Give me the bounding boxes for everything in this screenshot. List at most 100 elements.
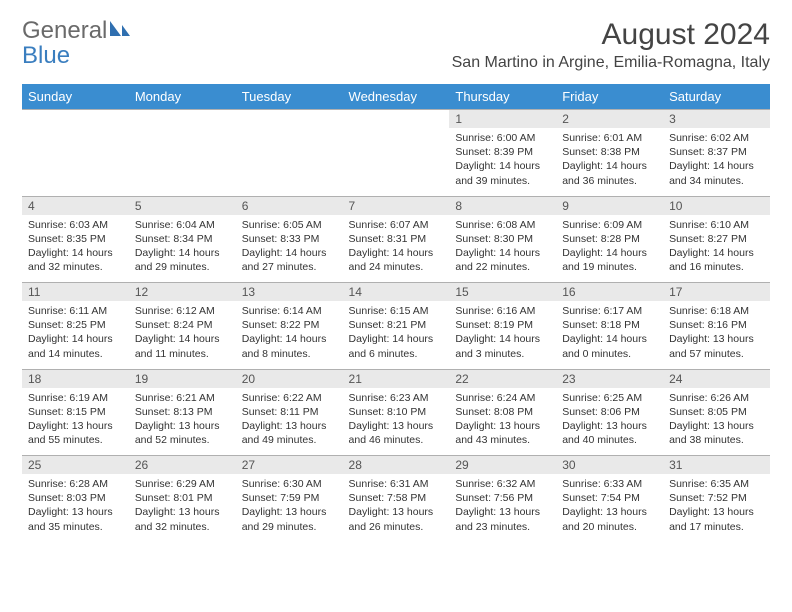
- day-number-cell: 28: [343, 456, 450, 475]
- day-content-cell: [129, 128, 236, 196]
- daylight-text: Daylight: 13 hours and 38 minutes.: [669, 419, 764, 447]
- weekday-header: Friday: [556, 84, 663, 110]
- sunset-text: Sunset: 8:31 PM: [349, 232, 444, 246]
- day-content-cell: Sunrise: 6:29 AMSunset: 8:01 PMDaylight:…: [129, 474, 236, 542]
- sunset-text: Sunset: 7:52 PM: [669, 491, 764, 505]
- daylight-text: Daylight: 13 hours and 43 minutes.: [455, 419, 550, 447]
- day-number-cell: 4: [22, 196, 129, 215]
- day-content-cell: Sunrise: 6:23 AMSunset: 8:10 PMDaylight:…: [343, 388, 450, 456]
- daylight-text: Daylight: 14 hours and 34 minutes.: [669, 159, 764, 187]
- day-content-cell: Sunrise: 6:04 AMSunset: 8:34 PMDaylight:…: [129, 215, 236, 283]
- sunset-text: Sunset: 8:37 PM: [669, 145, 764, 159]
- daylight-text: Daylight: 13 hours and 46 minutes.: [349, 419, 444, 447]
- day-content-cell: Sunrise: 6:26 AMSunset: 8:05 PMDaylight:…: [663, 388, 770, 456]
- weekday-header: Sunday: [22, 84, 129, 110]
- sunset-text: Sunset: 8:03 PM: [28, 491, 123, 505]
- daylight-text: Daylight: 13 hours and 23 minutes.: [455, 505, 550, 533]
- sunset-text: Sunset: 8:21 PM: [349, 318, 444, 332]
- day-number-cell: 18: [22, 369, 129, 388]
- sunset-text: Sunset: 8:05 PM: [669, 405, 764, 419]
- sunrise-text: Sunrise: 6:32 AM: [455, 477, 550, 491]
- sunset-text: Sunset: 8:08 PM: [455, 405, 550, 419]
- day-number-cell: 13: [236, 283, 343, 302]
- day-content-cell: Sunrise: 6:09 AMSunset: 8:28 PMDaylight:…: [556, 215, 663, 283]
- day-number-cell: 7: [343, 196, 450, 215]
- sunrise-text: Sunrise: 6:16 AM: [455, 304, 550, 318]
- day-number-cell: 1: [449, 110, 556, 129]
- sunrise-text: Sunrise: 6:22 AM: [242, 391, 337, 405]
- daylight-text: Daylight: 14 hours and 8 minutes.: [242, 332, 337, 360]
- sunset-text: Sunset: 8:27 PM: [669, 232, 764, 246]
- sunrise-text: Sunrise: 6:33 AM: [562, 477, 657, 491]
- daylight-text: Daylight: 13 hours and 20 minutes.: [562, 505, 657, 533]
- day-number-cell: 14: [343, 283, 450, 302]
- day-number-cell: 16: [556, 283, 663, 302]
- day-content-row: Sunrise: 6:03 AMSunset: 8:35 PMDaylight:…: [22, 215, 770, 283]
- sunrise-text: Sunrise: 6:05 AM: [242, 218, 337, 232]
- sunrise-text: Sunrise: 6:07 AM: [349, 218, 444, 232]
- day-number-cell: 12: [129, 283, 236, 302]
- day-number-cell: 21: [343, 369, 450, 388]
- day-number-cell: [129, 110, 236, 129]
- day-number-cell: 19: [129, 369, 236, 388]
- day-content-cell: Sunrise: 6:18 AMSunset: 8:16 PMDaylight:…: [663, 301, 770, 369]
- sunset-text: Sunset: 8:39 PM: [455, 145, 550, 159]
- day-number-cell: 2: [556, 110, 663, 129]
- day-content-cell: Sunrise: 6:35 AMSunset: 7:52 PMDaylight:…: [663, 474, 770, 542]
- sunrise-text: Sunrise: 6:25 AM: [562, 391, 657, 405]
- weekday-header-row: SundayMondayTuesdayWednesdayThursdayFrid…: [22, 84, 770, 110]
- daylight-text: Daylight: 14 hours and 11 minutes.: [135, 332, 230, 360]
- daylight-text: Daylight: 14 hours and 16 minutes.: [669, 246, 764, 274]
- day-number-cell: 23: [556, 369, 663, 388]
- day-number-cell: 10: [663, 196, 770, 215]
- calendar-table: SundayMondayTuesdayWednesdayThursdayFrid…: [22, 84, 770, 542]
- title-block: August 2024 San Martino in Argine, Emili…: [452, 18, 770, 78]
- daylight-text: Daylight: 14 hours and 22 minutes.: [455, 246, 550, 274]
- sunrise-text: Sunrise: 6:24 AM: [455, 391, 550, 405]
- day-content-row: Sunrise: 6:00 AMSunset: 8:39 PM Daylight:…: [22, 128, 770, 196]
- sunset-text: Sunset: 7:58 PM: [349, 491, 444, 505]
- day-number-cell: 25: [22, 456, 129, 475]
- day-content-cell: Sunrise: 6:12 AMSunset: 8:24 PMDaylight:…: [129, 301, 236, 369]
- sunset-text: Sunset: 8:01 PM: [135, 491, 230, 505]
- daylight-text: Daylight: 13 hours and 40 minutes.: [562, 419, 657, 447]
- day-content-cell: Sunrise: 6:00 AMSunset: 8:39 PMDaylight:…: [449, 128, 556, 196]
- sunrise-text: Sunrise: 6:11 AM: [28, 304, 123, 318]
- day-number-cell: 24: [663, 369, 770, 388]
- day-content-cell: Sunrise: 6:10 AMSunset: 8:27 PMDaylight:…: [663, 215, 770, 283]
- daylight-text: Daylight: 13 hours and 57 minutes.: [669, 332, 764, 360]
- sunset-text: Sunset: 8:25 PM: [28, 318, 123, 332]
- sunrise-text: Sunrise: 6:14 AM: [242, 304, 337, 318]
- daylight-text: Daylight: 13 hours and 52 minutes.: [135, 419, 230, 447]
- sunset-text: Sunset: 8:18 PM: [562, 318, 657, 332]
- day-number-cell: 30: [556, 456, 663, 475]
- sunset-text: Sunset: 8:38 PM: [562, 145, 657, 159]
- sunrise-text: Sunrise: 6:00 AM: [455, 131, 550, 145]
- sunset-text: Sunset: 8:34 PM: [135, 232, 230, 246]
- day-content-cell: Sunrise: 6:16 AMSunset: 8:19 PMDaylight:…: [449, 301, 556, 369]
- day-content-cell: Sunrise: 6:02 AMSunset: 8:37 PMDaylight:…: [663, 128, 770, 196]
- sunset-text: Sunset: 8:06 PM: [562, 405, 657, 419]
- daylight-text: Daylight: 13 hours and 55 minutes.: [28, 419, 123, 447]
- sunset-text: Sunset: 7:59 PM: [242, 491, 337, 505]
- day-number-cell: 3: [663, 110, 770, 129]
- sunset-text: Sunset: 7:54 PM: [562, 491, 657, 505]
- brand-part2: Blue: [22, 42, 70, 69]
- sunset-text: Sunset: 8:11 PM: [242, 405, 337, 419]
- daylight-text: Daylight: 14 hours and 0 minutes.: [562, 332, 657, 360]
- day-content-cell: Sunrise: 6:15 AMSunset: 8:21 PMDaylight:…: [343, 301, 450, 369]
- sunrise-text: Sunrise: 6:18 AM: [669, 304, 764, 318]
- calendar-body: 123 Sunrise: 6:00 AMSunset: 8:39 PMDayli…: [22, 110, 770, 543]
- sunset-text: Sunset: 8:16 PM: [669, 318, 764, 332]
- sunrise-text: Sunrise: 6:28 AM: [28, 477, 123, 491]
- day-content-row: Sunrise: 6:19 AMSunset: 8:15 PMDaylight:…: [22, 388, 770, 456]
- day-content-cell: [236, 128, 343, 196]
- day-content-cell: Sunrise: 6:28 AMSunset: 8:03 PMDaylight:…: [22, 474, 129, 542]
- sunset-text: Sunset: 8:10 PM: [349, 405, 444, 419]
- daylight-text: Daylight: 14 hours and 6 minutes.: [349, 332, 444, 360]
- daylight-text: Daylight: 14 hours and 19 minutes.: [562, 246, 657, 274]
- sunrise-text: Sunrise: 6:12 AM: [135, 304, 230, 318]
- day-number-cell: 20: [236, 369, 343, 388]
- day-number-row: 18192021222324: [22, 369, 770, 388]
- day-number-cell: 29: [449, 456, 556, 475]
